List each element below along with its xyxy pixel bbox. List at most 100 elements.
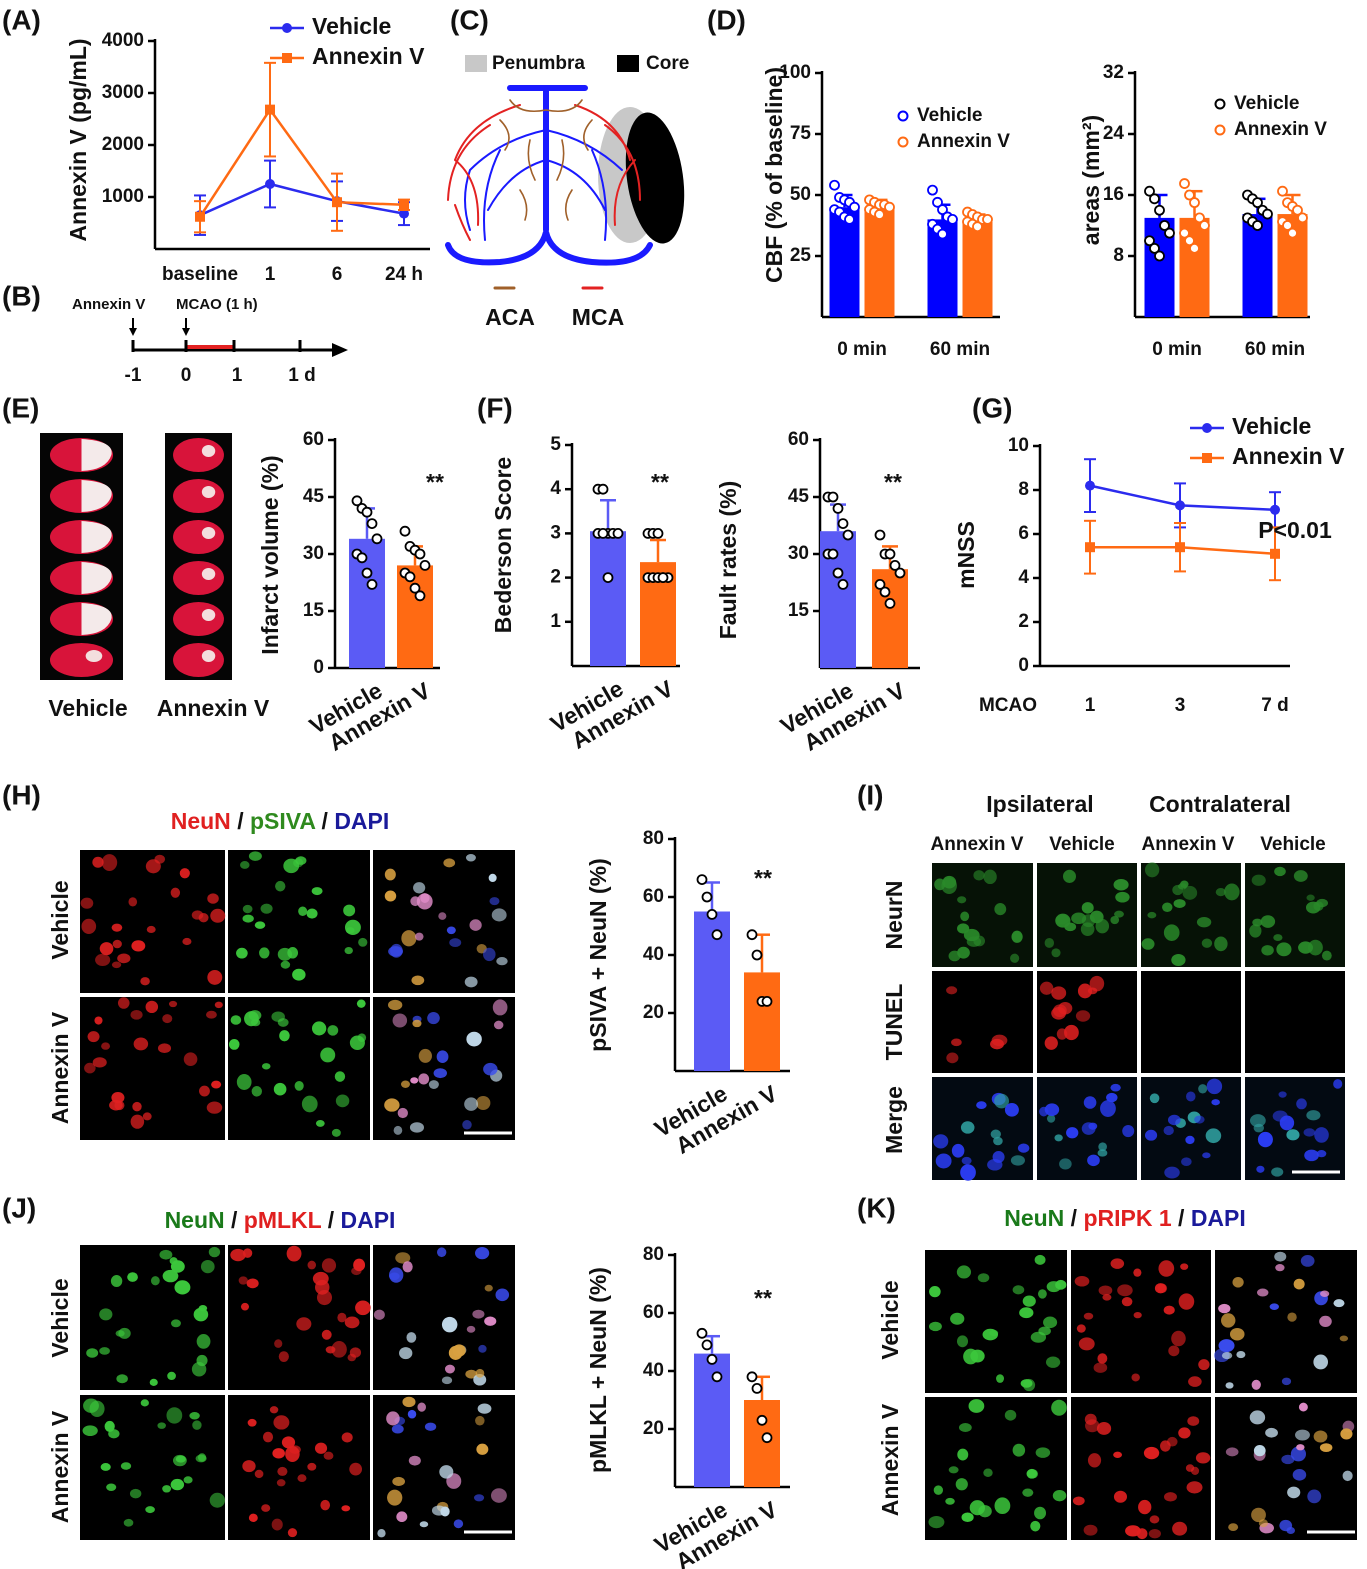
legend-swatch [617,55,639,72]
cell [428,1080,439,1089]
data-point [937,228,948,240]
data-point [832,502,844,514]
cell [1287,1486,1301,1499]
data-point [1287,227,1298,239]
cell [483,947,496,962]
cell [443,858,456,868]
cell [1229,1327,1245,1341]
cell [1214,936,1228,952]
data-point [711,929,723,941]
cell [206,1010,217,1019]
cell [992,1151,1005,1163]
cell [1292,1469,1307,1481]
cell [1141,938,1155,950]
cell [1051,986,1067,1000]
cell [484,1316,497,1326]
data-point [1085,542,1095,553]
column-label: Annexin V [1142,834,1235,855]
cell [390,943,403,958]
cell [976,1101,987,1109]
cell [325,1346,336,1354]
data-point [1144,185,1155,197]
legend-label: Core [646,53,689,74]
cell [1022,1295,1036,1307]
cell [1258,1519,1268,1528]
cell [1074,1275,1090,1287]
brain-slice [173,479,224,513]
stain-title: NeuN / pRIPK 1 / DAPI [1004,1205,1246,1231]
cell [933,1485,943,1495]
cell [1148,1528,1161,1539]
cell [1269,1303,1279,1311]
infarct [201,609,216,621]
cell [393,1125,403,1135]
panel-letter: (B) [2,280,41,311]
cell [261,1063,271,1070]
legend-label: Vehicle [312,13,391,39]
vessel [499,99,593,221]
data-point [701,891,713,903]
cell [1286,1129,1300,1141]
y-tick-label: 2 [1018,611,1029,632]
cell [140,1399,149,1407]
cell [1303,1128,1316,1137]
cell [337,1312,347,1323]
y-axis-label: mNSS [953,521,979,589]
cell [127,1272,138,1282]
cell [1201,938,1213,948]
cell [410,1077,419,1084]
legend-label: Vehicle [917,105,983,126]
micrograph [925,1397,1067,1540]
cell [1168,1345,1180,1357]
cell [993,1136,1003,1146]
cell [1122,1124,1135,1138]
cell [1030,1520,1041,1532]
cell [174,1280,191,1295]
data-point [1175,500,1185,511]
cell [1087,1453,1102,1468]
y-tick-label: 25 [790,245,812,266]
cell [240,861,250,869]
cell [392,1013,408,1028]
cell [1039,981,1054,995]
cell [296,1317,312,1331]
cell [277,1466,288,1476]
y-tick-label: 10 [1008,435,1029,456]
cell [1250,1114,1266,1128]
y-tick-label: 2 [550,567,561,588]
cell [314,1442,328,1454]
cell [416,893,433,910]
cell [236,947,248,959]
cell [95,953,111,967]
cell [1172,1521,1188,1536]
cell [1098,1285,1113,1296]
cell [1271,1167,1284,1177]
cell [1319,1315,1332,1328]
data-point [1282,220,1293,231]
cell [1076,1324,1086,1333]
cell [1296,1098,1307,1110]
cell [957,1448,969,1461]
cell [341,1432,353,1443]
cell [1044,1036,1058,1050]
data-point [414,548,426,560]
cell [1162,902,1173,912]
cell [449,938,462,947]
cell [1010,953,1020,963]
cell [287,1528,298,1538]
data-point [972,221,983,233]
cell [946,1052,959,1064]
cell [1253,1445,1266,1457]
y-tick-label: 40 [643,1360,664,1381]
annotation: ** [884,469,902,495]
cell [465,854,476,862]
cell [1211,1099,1220,1106]
y-tick-label: 16 [1103,184,1124,205]
cell [929,1321,942,1332]
slice-label: Vehicle [48,695,127,721]
cell [436,1050,449,1064]
cell [1300,1255,1315,1267]
column-label: Vehicle [1260,834,1326,855]
cell [129,1488,142,1499]
legend-marker [897,136,909,148]
